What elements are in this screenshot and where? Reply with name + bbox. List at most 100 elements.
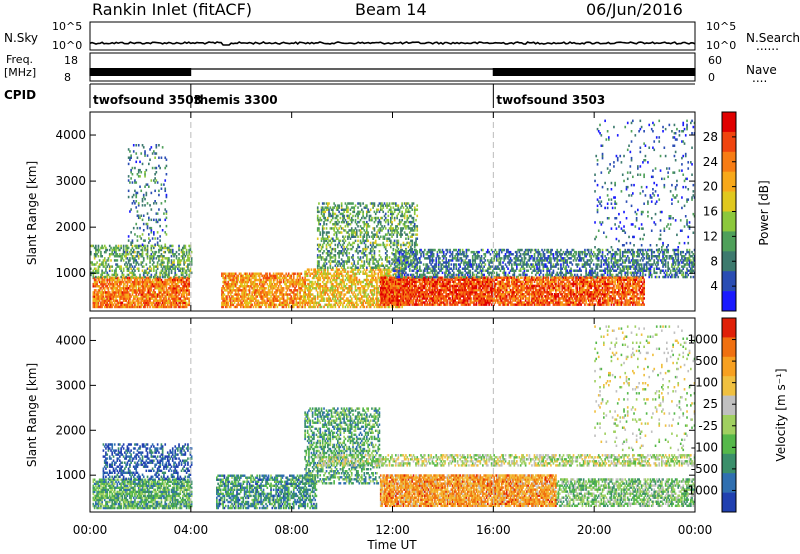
range-cell [141,289,144,292]
range-cell [318,243,320,247]
range-cell [359,225,362,228]
range-cell [130,305,132,309]
range-cell [93,305,96,309]
range-cell [116,265,119,268]
range-cell [348,287,351,290]
range-cell [117,246,120,250]
range-cell [122,305,125,309]
range-cell [256,301,259,305]
range-cell [379,206,382,209]
range-cell [242,287,245,290]
range-cell [121,276,124,280]
range-cell [391,223,393,226]
range-cell [255,299,257,302]
range-cell [397,280,400,284]
range-cell [291,285,294,288]
range-cell [292,295,295,298]
range-cell [245,305,247,309]
range-cell [340,287,343,290]
range-cell [132,200,135,203]
range-cell [276,280,279,284]
range-cell [287,297,290,300]
range-cell [296,303,299,307]
range-cell [340,293,343,296]
range-cell [384,272,387,275]
range-cell [276,278,279,282]
range-cell [327,254,329,257]
range-cell [373,274,376,278]
range-cell [247,293,250,296]
range-cell [96,282,98,286]
range-cell [248,305,251,309]
range-cell [98,291,101,294]
range-cell [329,212,332,216]
range-cell [182,269,184,272]
range-cell [371,303,373,307]
range-cell [145,248,148,252]
range-cell [229,289,232,292]
range-cell [134,259,136,262]
range-cell [386,274,388,278]
range-cell [364,250,367,253]
range-cell [282,305,285,309]
range-cell [352,245,354,249]
range-cell [103,291,106,294]
range-cell [130,243,132,246]
range-cell [372,276,374,280]
range-cell [265,274,267,278]
range-cell [376,266,378,269]
range-cell [378,254,381,257]
range-cell [362,280,364,284]
range-cell [132,282,135,286]
range-cell [257,278,260,282]
range-cell [222,276,224,280]
range-cell [144,204,146,207]
range-cell [321,256,324,259]
range-cell [149,301,151,305]
range-cell [323,250,325,253]
range-cell [343,214,345,218]
range-cell [335,206,338,209]
range-cell [373,305,376,309]
range-cell [329,299,332,302]
range-cell [386,204,388,207]
cpid-segment-label: twofsound 3503 [93,93,202,107]
range-cell [137,144,140,147]
range-cell [156,231,159,234]
range-cell [159,248,161,252]
range-cell [95,289,97,292]
range-cell [325,299,328,302]
range-cell [178,280,180,284]
range-cell [108,253,111,256]
range-cell [295,301,298,305]
range-cell [290,274,293,278]
range-cell [95,295,97,298]
range-cell [289,280,291,284]
range-cell [357,245,359,249]
range-cell [359,270,362,273]
range-cell [124,276,126,280]
range-cell [97,246,100,250]
range-cell [251,295,253,298]
range-cell [164,187,167,190]
range-cell [362,227,364,230]
range-cell [223,282,226,286]
range-cell [234,282,237,286]
range-cell [337,252,339,255]
range-cell [243,295,246,298]
range-cell [316,270,319,273]
range-cell [373,235,376,238]
range-cell [301,285,304,288]
range-cell [359,218,362,222]
range-cell [146,305,149,309]
range-cell [303,291,305,294]
range-cell [282,295,285,298]
range-cell [131,173,134,176]
range-cell [262,291,265,294]
range-cell [323,278,325,282]
range-cell [299,299,301,302]
range-cell [352,229,354,232]
range-cell [113,259,116,262]
range-cell [171,250,174,254]
range-cell [155,220,158,224]
